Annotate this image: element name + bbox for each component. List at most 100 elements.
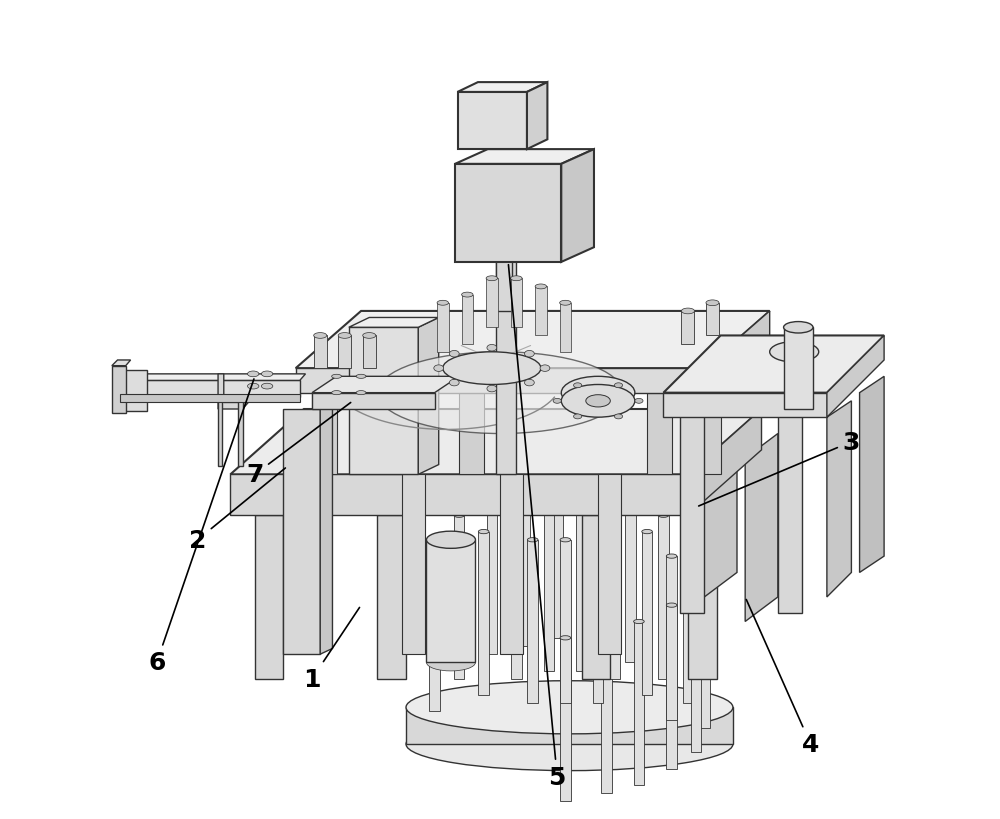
Ellipse shape	[487, 345, 497, 351]
Polygon shape	[680, 410, 704, 613]
Polygon shape	[683, 540, 693, 704]
Polygon shape	[486, 279, 498, 328]
Ellipse shape	[560, 301, 571, 305]
Ellipse shape	[634, 620, 644, 624]
Polygon shape	[487, 491, 497, 654]
Ellipse shape	[247, 384, 259, 390]
Polygon shape	[706, 303, 719, 336]
Ellipse shape	[426, 532, 475, 549]
Polygon shape	[418, 318, 439, 475]
Polygon shape	[601, 630, 612, 793]
Polygon shape	[527, 83, 547, 150]
Ellipse shape	[478, 530, 489, 534]
Ellipse shape	[449, 380, 459, 387]
Polygon shape	[496, 165, 512, 311]
Ellipse shape	[486, 277, 498, 282]
Ellipse shape	[699, 563, 710, 567]
Polygon shape	[681, 311, 694, 344]
Ellipse shape	[363, 333, 376, 339]
Ellipse shape	[552, 473, 563, 477]
Ellipse shape	[681, 309, 694, 314]
Ellipse shape	[487, 489, 497, 493]
Polygon shape	[582, 516, 610, 679]
Polygon shape	[496, 230, 516, 475]
Ellipse shape	[593, 538, 603, 542]
Polygon shape	[406, 708, 733, 744]
Ellipse shape	[434, 365, 444, 372]
Ellipse shape	[332, 391, 341, 396]
Polygon shape	[663, 336, 884, 393]
Polygon shape	[647, 393, 672, 475]
Polygon shape	[527, 540, 538, 704]
Polygon shape	[576, 508, 587, 671]
Polygon shape	[598, 475, 621, 654]
Ellipse shape	[443, 352, 541, 385]
Text: 2: 2	[189, 468, 285, 552]
Ellipse shape	[437, 301, 449, 305]
Ellipse shape	[770, 342, 819, 363]
Polygon shape	[691, 589, 701, 753]
Polygon shape	[511, 279, 522, 328]
Polygon shape	[312, 393, 435, 410]
Polygon shape	[625, 500, 636, 663]
Ellipse shape	[527, 538, 538, 542]
Polygon shape	[458, 93, 527, 150]
Polygon shape	[377, 516, 406, 679]
Ellipse shape	[784, 322, 813, 333]
Ellipse shape	[683, 538, 693, 542]
Polygon shape	[363, 336, 376, 369]
Ellipse shape	[658, 514, 669, 518]
Ellipse shape	[560, 538, 571, 542]
Polygon shape	[120, 395, 300, 403]
Ellipse shape	[406, 717, 733, 771]
Ellipse shape	[338, 333, 351, 339]
Ellipse shape	[454, 514, 464, 518]
Ellipse shape	[356, 375, 366, 379]
Polygon shape	[827, 401, 851, 597]
Polygon shape	[663, 393, 827, 418]
Polygon shape	[120, 374, 306, 381]
Polygon shape	[429, 548, 440, 712]
Text: 3: 3	[699, 430, 860, 506]
Ellipse shape	[601, 627, 612, 632]
Ellipse shape	[553, 399, 561, 404]
Ellipse shape	[691, 587, 701, 591]
Ellipse shape	[332, 375, 341, 379]
Polygon shape	[338, 336, 351, 369]
Ellipse shape	[247, 372, 259, 378]
Polygon shape	[666, 556, 677, 720]
Polygon shape	[784, 328, 813, 410]
Polygon shape	[112, 360, 131, 366]
Polygon shape	[634, 622, 644, 785]
Ellipse shape	[261, 372, 273, 378]
Ellipse shape	[614, 383, 623, 388]
Ellipse shape	[429, 546, 440, 550]
Polygon shape	[560, 303, 571, 352]
Ellipse shape	[524, 380, 534, 387]
Polygon shape	[860, 377, 884, 572]
Ellipse shape	[609, 514, 620, 518]
Ellipse shape	[574, 414, 582, 419]
Polygon shape	[658, 516, 669, 679]
Polygon shape	[454, 516, 464, 679]
Text: 4: 4	[746, 600, 819, 756]
Ellipse shape	[635, 399, 643, 404]
Ellipse shape	[586, 396, 610, 408]
Polygon shape	[120, 381, 300, 397]
Ellipse shape	[524, 351, 534, 358]
Polygon shape	[437, 303, 449, 352]
Polygon shape	[688, 410, 762, 516]
Polygon shape	[704, 434, 737, 597]
Polygon shape	[314, 336, 327, 369]
Ellipse shape	[593, 481, 603, 485]
Polygon shape	[455, 165, 561, 263]
Polygon shape	[320, 404, 332, 654]
Ellipse shape	[642, 530, 652, 534]
Polygon shape	[112, 366, 126, 414]
Ellipse shape	[535, 285, 547, 289]
Polygon shape	[519, 483, 530, 646]
Ellipse shape	[449, 351, 459, 358]
Polygon shape	[535, 287, 547, 336]
Polygon shape	[642, 532, 652, 695]
Ellipse shape	[560, 636, 571, 640]
